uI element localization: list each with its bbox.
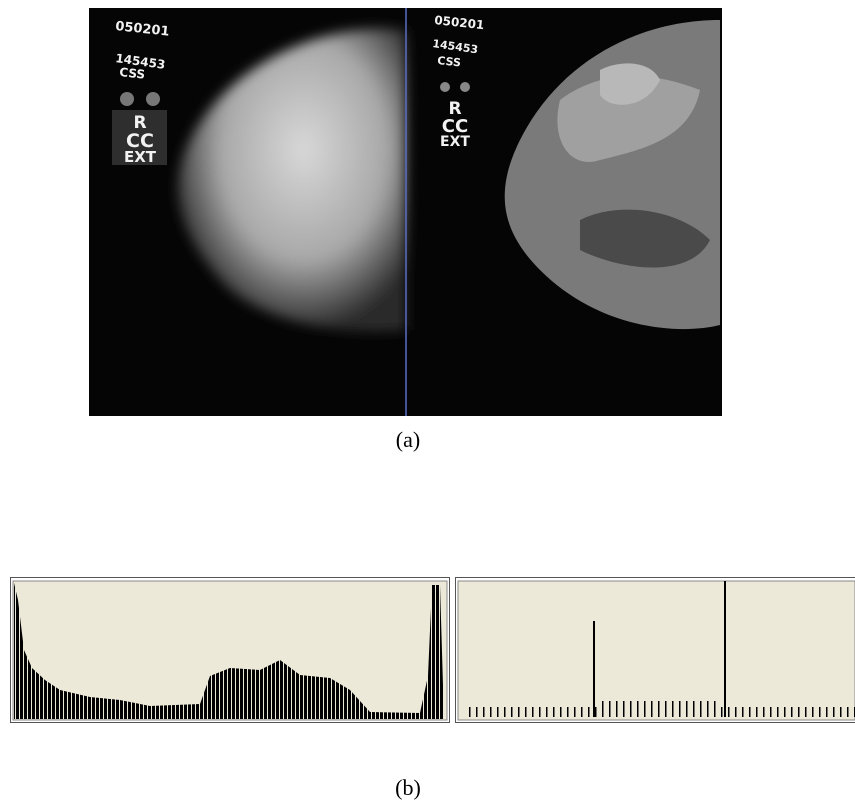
label-text: CSS: [437, 54, 462, 69]
histogram-left: [11, 578, 450, 723]
caption: (b): [395, 775, 421, 800]
label-text: EXT: [124, 148, 157, 166]
mammogram-panel: 050201 145453 CSS R CC EXT 050201 145453…: [89, 8, 722, 416]
figure: 050201 145453 CSS R CC EXT 050201 145453…: [0, 0, 855, 801]
histogram-right: [456, 578, 855, 723]
caption: (a): [396, 427, 420, 452]
label-text: CSS: [119, 65, 146, 82]
label-text: EXT: [440, 134, 470, 150]
